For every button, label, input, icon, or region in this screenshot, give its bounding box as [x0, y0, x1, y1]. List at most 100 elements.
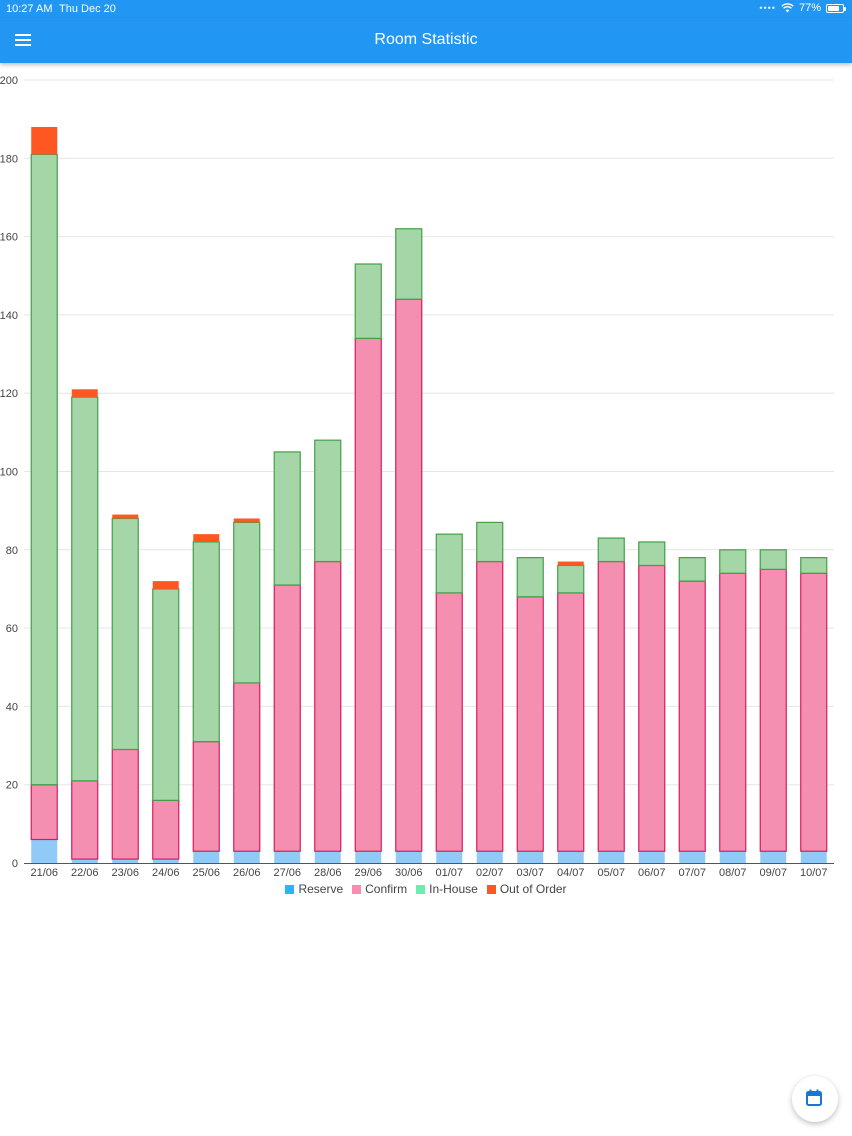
- y-tick-label: 180: [0, 153, 18, 165]
- bar-segment-out-of-order: [233, 518, 260, 523]
- x-tick-label: 21/06: [30, 867, 58, 878]
- x-tick-label: 05/07: [597, 867, 625, 878]
- bar-segment-out-of-order: [557, 561, 584, 566]
- bar-segment-confirm: [759, 568, 787, 852]
- x-tick-label: 22/06: [71, 867, 99, 878]
- x-tick-label: 10/07: [800, 867, 828, 878]
- bar-segment-in-house: [597, 537, 625, 563]
- status-time: 10:27 AM: [6, 3, 53, 15]
- bar-segment-in-house: [111, 517, 139, 751]
- bar-segment-confirm: [273, 584, 301, 852]
- menu-button[interactable]: [10, 28, 36, 54]
- x-tick-label: 07/07: [678, 867, 706, 878]
- y-tick-label: 0: [12, 858, 18, 870]
- bar-segment-reserve: [719, 851, 746, 863]
- x-tick-label: 24/06: [152, 867, 180, 878]
- bar-segment-in-house: [678, 557, 706, 582]
- bar-segment-reserve: [800, 851, 827, 863]
- bar-segment-reserve: [760, 851, 787, 863]
- bar-segment-reserve: [598, 851, 625, 863]
- x-tick-label: 28/06: [314, 867, 342, 878]
- bar-segment-confirm: [314, 560, 342, 852]
- bar-segment-confirm: [395, 298, 423, 852]
- bar-segment-in-house: [719, 549, 747, 574]
- bar-segment-out-of-order: [193, 534, 220, 542]
- x-tick-label: 01/07: [435, 867, 463, 878]
- calendar-button[interactable]: [792, 1076, 838, 1122]
- bar-segment-confirm: [30, 784, 58, 841]
- status-date: Thu Dec 20: [59, 3, 116, 15]
- legend-label-confirm: Confirm: [365, 882, 408, 896]
- bar-segment-in-house: [800, 557, 828, 574]
- chart-legend: Reserve Confirm In-House Out of Order: [0, 882, 852, 896]
- legend-swatch-reserve: [285, 884, 295, 894]
- bar-segment-reserve: [476, 851, 503, 863]
- bar-segment-confirm: [111, 748, 139, 860]
- x-tick-label: 25/06: [192, 867, 220, 878]
- x-tick-label: 03/07: [516, 867, 544, 878]
- bar-segment-confirm: [435, 592, 463, 852]
- legend-label-out-of-order: Out of Order: [499, 882, 567, 896]
- bar-segment-reserve: [355, 851, 382, 863]
- bar-segment-reserve: [395, 851, 422, 863]
- bar-segment-confirm: [516, 596, 544, 852]
- battery-icon: [826, 3, 846, 13]
- legend-item-in-house[interactable]: In-House: [416, 882, 478, 896]
- x-tick-label: 08/07: [719, 867, 747, 878]
- bar-segment-in-house: [233, 521, 261, 684]
- bar-segment-confirm: [354, 337, 382, 852]
- bar-segment-reserve: [233, 851, 260, 863]
- bar-segment-out-of-order: [31, 126, 58, 155]
- legend-swatch-out-of-order: [486, 884, 496, 894]
- status-right-group: •••• 77%: [759, 2, 846, 14]
- bar-segment-out-of-order: [112, 514, 139, 519]
- bar-segment-in-house: [435, 533, 463, 594]
- bar-segment-out-of-order: [152, 581, 179, 589]
- legend-label-in-house: In-House: [429, 882, 478, 896]
- bar-segment-in-house: [192, 541, 220, 743]
- bar-segment-reserve: [436, 851, 463, 863]
- y-tick-label: 40: [6, 701, 18, 713]
- bar-segment-confirm: [233, 682, 261, 852]
- bar-segment-reserve: [31, 839, 58, 863]
- bar-segment-reserve: [71, 859, 98, 863]
- menu-icon: [15, 39, 31, 41]
- bar-segment-confirm: [597, 560, 625, 852]
- y-tick-label: 160: [0, 232, 18, 244]
- bar-segment-confirm: [476, 560, 504, 852]
- bar-segment-in-house: [314, 439, 342, 563]
- x-tick-label: 27/06: [273, 867, 301, 878]
- y-tick-label: 80: [6, 545, 18, 557]
- bar-segment-in-house: [476, 521, 504, 563]
- bar-segment-in-house: [759, 549, 787, 570]
- calendar-icon: [806, 1089, 822, 1106]
- menu-icon: [15, 34, 31, 36]
- bar-segment-reserve: [557, 851, 584, 863]
- x-tick-label: 30/06: [395, 867, 423, 878]
- battery-percent: 77%: [798, 2, 821, 14]
- bar-segment-confirm: [678, 580, 706, 852]
- page-title: Room Statistic: [374, 31, 478, 48]
- bar-segment-reserve: [517, 851, 544, 863]
- multitasking-dots-icon: ••••: [759, 3, 776, 13]
- bar-segment-reserve: [112, 859, 139, 863]
- bar-segment-in-house: [516, 557, 544, 598]
- app-bar: Room Statistic: [0, 18, 852, 63]
- legend-swatch-in-house: [416, 884, 426, 894]
- bar-segment-in-house: [354, 263, 382, 339]
- x-tick-label: 26/06: [233, 867, 261, 878]
- bar-segment-reserve: [152, 859, 179, 863]
- bar-segment-in-house: [638, 541, 666, 567]
- bar-segment-confirm: [557, 592, 585, 852]
- bar-segment-reserve: [274, 851, 301, 863]
- bar-segment-in-house: [152, 588, 180, 801]
- legend-item-confirm[interactable]: Confirm: [352, 882, 407, 896]
- legend-item-out-of-order[interactable]: Out of Order: [486, 882, 567, 896]
- x-tick-label: 29/06: [354, 867, 382, 878]
- legend-swatch-confirm: [352, 884, 362, 894]
- bar-segment-confirm: [71, 780, 99, 860]
- bar-segment-confirm: [192, 741, 220, 852]
- bar-segment-in-house: [30, 153, 58, 786]
- legend-item-reserve[interactable]: Reserve: [285, 882, 343, 896]
- bar-segment-reserve: [193, 851, 220, 863]
